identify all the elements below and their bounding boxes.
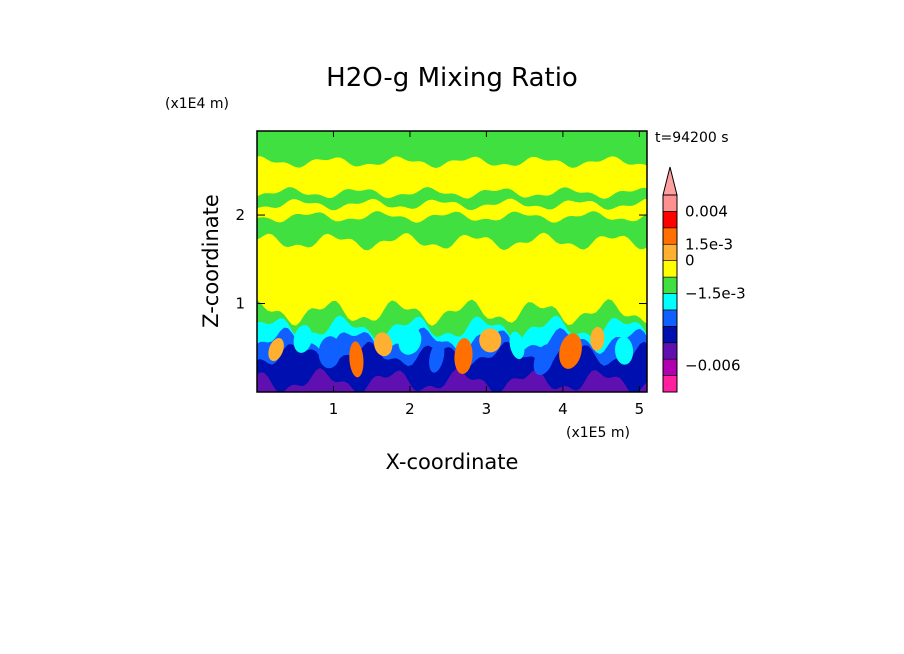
y-tick-label: 1	[235, 295, 245, 313]
x-tick-label: 3	[482, 400, 492, 418]
plume	[429, 341, 445, 373]
colorbar-label: 0.004	[685, 202, 728, 220]
colorbar-level	[662, 194, 678, 212]
plume	[268, 338, 284, 362]
y-axis-label: Z-coordinate	[199, 194, 223, 328]
colorbar-level	[662, 243, 678, 261]
field-band	[257, 341, 647, 392]
colorbar: 0.004 1.5e-30 −1.5e-3 −0.006	[662, 166, 746, 393]
field-band	[257, 368, 647, 392]
x-ticks: 1 2 3 4 5	[329, 131, 644, 418]
colorbar-level	[662, 358, 678, 376]
plume	[349, 341, 364, 378]
colorbar-level	[662, 309, 678, 327]
x-unit-label: (x1E5 m)	[566, 425, 630, 441]
chart-title: H2O-g Mixing Ratio	[326, 63, 578, 93]
plume	[293, 325, 313, 353]
colorbar-frame	[662, 194, 678, 393]
colorbar-label: −1.5e-3	[685, 285, 746, 303]
x-tick-label: 4	[558, 400, 568, 418]
colorbar-level	[662, 342, 678, 360]
plume	[509, 331, 525, 360]
x-axis-label: X-coordinate	[386, 450, 519, 474]
colorbar-label: −0.006	[685, 357, 741, 375]
plot-frame	[256, 130, 648, 393]
y-ticks: 12	[235, 206, 647, 313]
colorbar-level	[662, 276, 678, 294]
plume	[374, 332, 393, 357]
plume	[479, 328, 502, 353]
colorbar-level	[662, 326, 678, 344]
y-unit-label: (x1E4 m)	[165, 96, 229, 112]
plume	[559, 333, 582, 369]
time-label: t=94200 s	[655, 130, 729, 146]
plume	[615, 336, 634, 365]
y-tick-label: 2	[235, 206, 245, 224]
x-tick-label: 1	[329, 400, 339, 418]
colorbar-level	[662, 211, 678, 229]
plume	[590, 326, 605, 351]
plume	[398, 327, 422, 355]
colorbar-level	[662, 227, 678, 245]
colorbar-level	[662, 293, 678, 311]
plume	[318, 336, 341, 369]
plot-area	[257, 131, 647, 392]
colorbar-label: 0	[685, 252, 695, 270]
colorbar-label: 1.5e-3	[685, 235, 733, 253]
x-tick-label: 5	[635, 400, 645, 418]
plume	[533, 344, 554, 376]
x-tick-label: 2	[405, 400, 415, 418]
colorbar-level	[662, 375, 678, 393]
plume	[454, 338, 473, 375]
colorbar-level	[662, 260, 678, 278]
